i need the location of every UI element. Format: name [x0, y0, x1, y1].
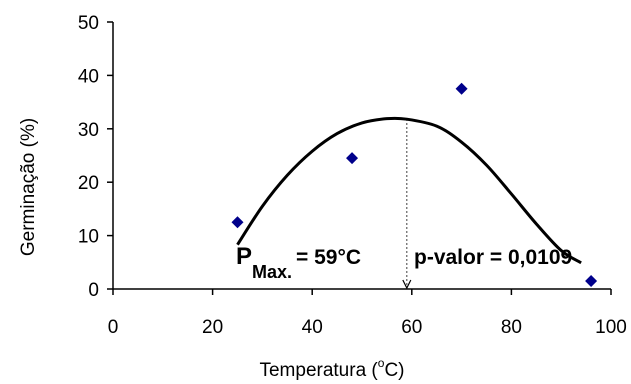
y-tick-label: 50	[78, 13, 99, 34]
data-points	[231, 82, 598, 287]
y-tick-label: 30	[78, 120, 99, 141]
data-point	[455, 82, 468, 95]
data-point	[346, 152, 359, 165]
fit-curve-layer	[236, 116, 582, 265]
annotation-p-subscript: Max.	[252, 262, 292, 282]
x-axis-title-suffix: C)	[384, 360, 404, 381]
x-axis-title: Temperatura (oC)	[259, 356, 404, 381]
x-axis-title-degree: o	[378, 356, 385, 370]
y-tick-label: 40	[78, 66, 99, 87]
y-tick-label: 20	[78, 173, 99, 194]
x-ticks: 0 20 40 60 80 100	[108, 289, 627, 338]
x-tick-label: 80	[501, 317, 522, 338]
annotation-p-valor: p-valor = 0,0109	[414, 246, 572, 269]
data-point	[585, 274, 598, 287]
y-tick-label: 10	[78, 227, 99, 248]
x-axis-title-prefix: Temperatura (	[259, 360, 378, 381]
x-tick-label: 40	[302, 317, 323, 338]
x-tick-label: 0	[108, 317, 119, 338]
y-ticks: 0 10 20 30 40 50	[78, 13, 113, 301]
peak-guide	[402, 119, 412, 290]
x-tick-label: 60	[401, 317, 422, 338]
annotation-p: P	[236, 243, 252, 270]
y-axis-title: Germinação (%)	[18, 118, 39, 256]
peak-guide-arrow	[402, 279, 412, 290]
x-tick-label: 100	[595, 317, 627, 338]
axes	[112, 22, 611, 290]
data-point	[231, 216, 244, 229]
x-tick-label: 20	[202, 317, 223, 338]
annotation-peak-value: = 59°C	[296, 246, 361, 269]
annotation: P Max. = 59°C p-valor = 0,0109	[236, 243, 572, 282]
y-tick-label: 0	[88, 280, 99, 301]
fit-curve	[236, 116, 582, 265]
